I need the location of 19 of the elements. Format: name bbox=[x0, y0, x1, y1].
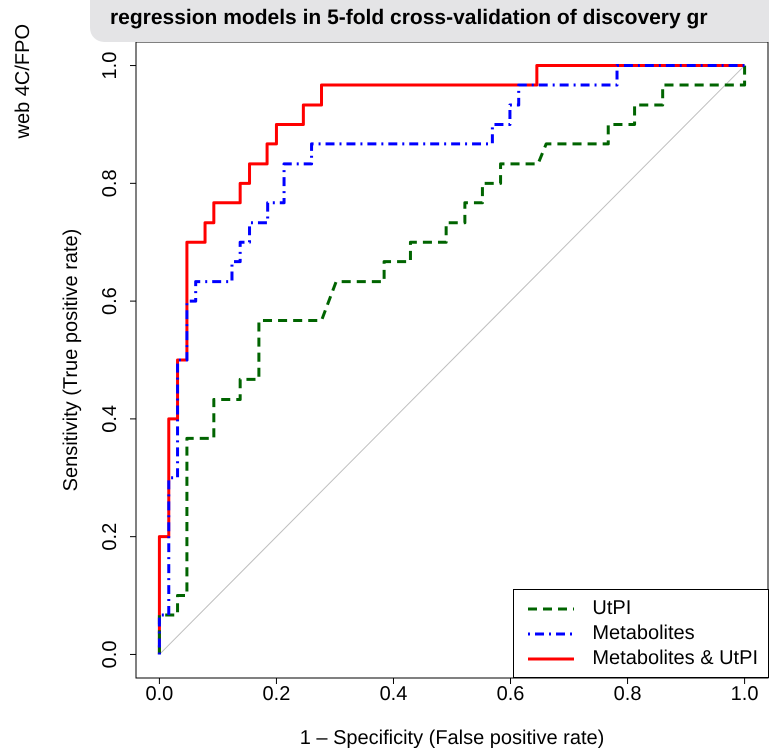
legend-label: UtPI bbox=[592, 596, 632, 621]
x-tick-label: 0.4 bbox=[380, 683, 408, 706]
legend-label: Metabolites & UtPI bbox=[592, 646, 758, 671]
y-tick-label: 0.0 bbox=[99, 640, 121, 668]
y-tick-label: 0.2 bbox=[99, 522, 121, 551]
legend-label: Metabolites bbox=[592, 621, 695, 646]
x-tick-label: 0.8 bbox=[614, 683, 642, 706]
y-tick-label: 0.6 bbox=[99, 287, 121, 316]
x-tick-label: 0.0 bbox=[146, 683, 174, 706]
x-axis-title: 1 – Specificity (False positive rate) bbox=[300, 727, 604, 749]
y-axis-title: Sensitivity (True positive rate) bbox=[60, 228, 82, 492]
x-tick-label: 0.6 bbox=[496, 683, 524, 706]
x-tick-label: 0.2 bbox=[262, 683, 290, 706]
y-tick-label: 1.0 bbox=[99, 52, 121, 80]
y-tick-label: 0.4 bbox=[99, 404, 121, 433]
chart-title: regression models in 5-fold cross-validation of discovery gr bbox=[109, 5, 708, 30]
x-tick-label: 1.0 bbox=[730, 683, 758, 706]
text: web 4C/FPO bbox=[12, 24, 35, 138]
y-tick-label: 0.8 bbox=[99, 169, 121, 198]
